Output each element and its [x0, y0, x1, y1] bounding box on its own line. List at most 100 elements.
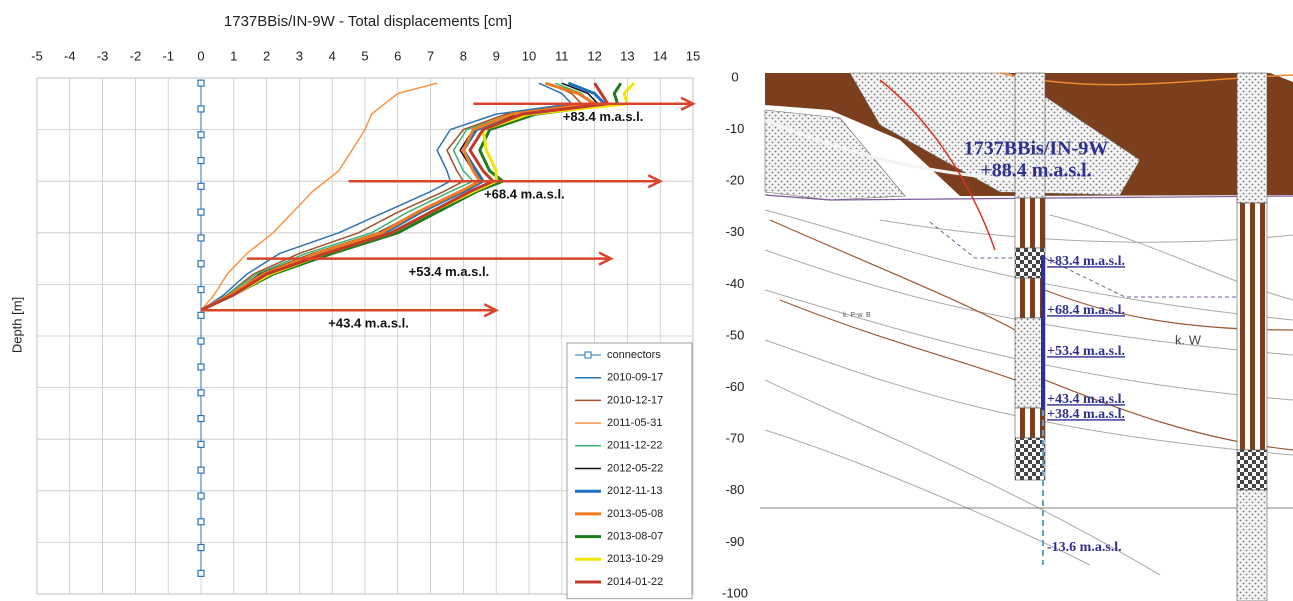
connector-marker [197, 492, 205, 500]
level-label: +38.4 m.a.s.l. [1047, 407, 1125, 422]
x-tick-label: 13 [620, 48, 634, 63]
annotation-label: +53.4 m.a.s.l. [409, 264, 490, 279]
borehole [1236, 449, 1268, 491]
connector-marker [197, 414, 205, 423]
x-tick-label: 6 [394, 48, 401, 63]
series-line [200, 82, 438, 311]
x-tick-label: 4 [329, 48, 336, 63]
x-tick-label: 11 [555, 48, 569, 63]
y-axis-label: Depth [m] [9, 297, 24, 353]
borehole [1014, 407, 1046, 439]
legend-label: 2013-10-29 [607, 553, 663, 565]
chart-title: 1737BBis/IN-9W - Total displacements [cm… [224, 13, 512, 30]
x-tick-label: -2 [130, 48, 142, 63]
legend-label: 2011-05-31 [607, 417, 662, 429]
fault-line [879, 79, 996, 251]
level-label: +68.4 m.a.s.l. [1047, 303, 1125, 318]
x-tick-label: 7 [427, 48, 434, 63]
annotation-label: +43.4 m.a.s.l. [328, 316, 409, 331]
plot: -5 -4 -3 -2 -1 0 1 2 3 4 5 6 7 8 9 10 11 12 13 14 150-10-20-… [31, 48, 748, 600]
connector-marker [197, 208, 205, 216]
y-tick-label: -40 [726, 276, 745, 291]
legend-label: 2013-05-08 [607, 508, 663, 520]
connector-marker [197, 234, 205, 242]
y-tick-label: 0 [731, 69, 738, 84]
connector-marker [197, 285, 205, 294]
borehole [1014, 437, 1046, 481]
legend-label: 2012-05-22 [607, 462, 663, 474]
legend-label: 2012-11-13 [607, 485, 662, 497]
annotation-label: +83.4 m.a.s.l. [563, 109, 644, 124]
x-tick-label: 12 [587, 48, 601, 63]
legend-label: 2010-09-17 [607, 372, 663, 384]
connector-marker [197, 337, 205, 345]
legend-label: 2014-01-22 [607, 576, 663, 588]
x-tick-label: 10 [522, 48, 536, 63]
x-tick-label: -1 [162, 48, 174, 63]
section-elevation: +88.4 m.a.s.l. [980, 160, 1091, 182]
arrow-head [680, 96, 696, 111]
x-tick-label: 15 [686, 48, 700, 63]
connector-marker [197, 440, 205, 448]
x-tick-label: -3 [97, 48, 109, 63]
x-tick-label: 3 [296, 48, 303, 63]
connector-marker [197, 569, 205, 577]
connector-marker [197, 518, 205, 526]
arrow-head [647, 174, 663, 189]
y-tick-label: -10 [726, 121, 745, 136]
legend-box [566, 342, 693, 600]
strata-lines [764, 209, 1293, 576]
arrow-head [483, 303, 499, 318]
y-tick-label: -80 [726, 482, 745, 497]
level-label: +83.4 m.a.s.l. [1047, 254, 1125, 269]
unit-label: k. W [1175, 332, 1202, 347]
dashed-line [929, 221, 1015, 259]
y-tick-label: -60 [726, 379, 745, 394]
x-tick-label: 14 [653, 48, 667, 63]
y-tick-label: -90 [726, 534, 745, 549]
y-tick-label: -50 [726, 327, 745, 342]
borehole [1014, 197, 1046, 249]
borehole [1236, 489, 1268, 601]
y-tick-label: -30 [726, 224, 745, 239]
legend-label: 2013-08-07 [607, 531, 663, 543]
connector-marker [197, 466, 205, 474]
section-title: 1737BBis/IN-9W [964, 138, 1108, 160]
x-tick-label: -4 [64, 48, 76, 63]
level-label: -13.6 m.a.s.l. [1047, 540, 1122, 555]
legend-label: connectors [607, 349, 661, 361]
borehole [1236, 72, 1268, 204]
y-tick-label: -70 [726, 431, 745, 446]
annotation-label: +68.4 m.a.s.l. [484, 187, 565, 202]
borehole [1014, 247, 1046, 279]
cross-section: 1737BBis/IN-9W +88.4 m.a.s.l. +83.4 m.a.… [760, 72, 1293, 601]
x-tick-label: 8 [460, 48, 467, 63]
connector-marker [197, 105, 205, 113]
arrow-head [598, 251, 614, 266]
borehole [1014, 277, 1046, 319]
x-tick-label: 2 [263, 48, 270, 63]
x-tick-label: 5 [361, 48, 368, 63]
connector-marker [197, 131, 205, 139]
legend-label: 2011-12-22 [607, 440, 662, 452]
unit-label: k. P-w. B [843, 312, 871, 319]
legend-label: 2010-12-17 [607, 394, 663, 406]
borehole [1236, 202, 1268, 451]
x-tick-label: 9 [493, 48, 500, 63]
sand-lens [849, 72, 1141, 196]
borehole [1014, 72, 1046, 199]
connector-marker [197, 182, 205, 190]
borehole [1014, 317, 1046, 409]
dashed-line [1044, 257, 1237, 298]
connector-marker [197, 543, 205, 552]
connector-marker [197, 260, 205, 268]
y-tick-label: -100 [722, 585, 748, 600]
layer-boundary [764, 194, 1293, 201]
connector-marker [197, 389, 205, 397]
brown-lines [769, 219, 1293, 451]
connector-marker [197, 79, 205, 87]
y-tick-label: -20 [726, 173, 745, 188]
level-label: +53.4 m.a.s.l. [1047, 344, 1125, 359]
